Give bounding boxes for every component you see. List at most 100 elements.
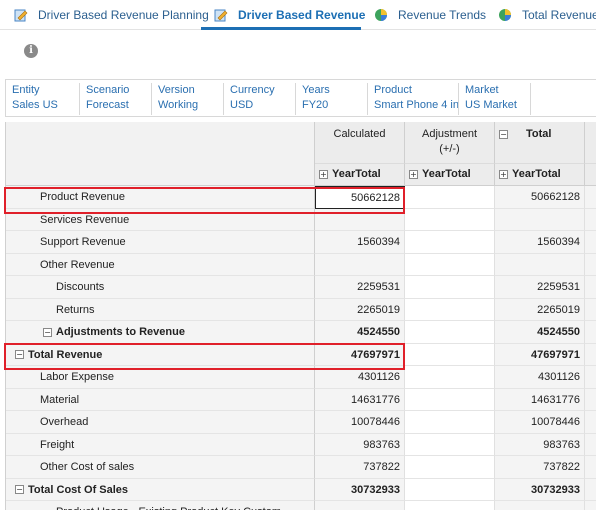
cell-adjustment[interactable] — [405, 501, 495, 510]
cell-overflow — [585, 253, 596, 276]
cell-adjustment[interactable] — [405, 186, 495, 209]
data-grid: Calculated Adjustment (+/-) − Total + Year… — [5, 122, 596, 510]
expand-icon[interactable]: + — [409, 169, 418, 179]
row-label-text: Labor Expense — [40, 371, 114, 383]
tab-revenue-trends[interactable]: Revenue Trends — [374, 0, 486, 30]
cell-total[interactable]: 30732933 — [495, 478, 585, 501]
cell-total[interactable]: 2259531 — [495, 276, 585, 299]
row-label: − Total Cost Of Sales — [6, 478, 315, 501]
cell-calculated[interactable]: 737822 — [315, 456, 405, 479]
pov-member: FY20 — [302, 99, 329, 111]
cell-total[interactable]: 2265019 — [495, 298, 585, 321]
row-label: Freight — [6, 433, 315, 456]
cell-adjustment[interactable] — [405, 366, 495, 389]
cell-calculated[interactable] — [315, 208, 405, 231]
cell-total[interactable]: 4524550 — [495, 321, 585, 344]
row-label-text: Other Revenue — [40, 258, 115, 271]
cell-overflow — [585, 388, 596, 411]
tab-label: Total Revenue - — [522, 8, 596, 22]
tab-total-revenue[interactable]: Total Revenue - — [498, 0, 596, 30]
column-header-calculated: Calculated — [315, 122, 405, 164]
table-row: Services Revenue — [6, 208, 596, 231]
pov-product[interactable]: Product Smart Phone 4 in — [368, 83, 459, 115]
cell-calculated[interactable] — [315, 501, 405, 510]
cell-adjustment[interactable] — [405, 433, 495, 456]
pov-entity[interactable]: Entity Sales US — [6, 83, 80, 115]
pov-member: Working — [158, 99, 199, 111]
info-icon[interactable]: i — [24, 44, 38, 58]
pov-market[interactable]: Market US Market — [459, 83, 531, 115]
expand-icon[interactable]: + — [499, 169, 508, 179]
collapse-icon[interactable]: − — [15, 350, 24, 360]
cell-adjustment[interactable] — [405, 208, 495, 231]
cell-calculated[interactable]: 47697971 — [315, 343, 405, 366]
table-row: − Total Revenue 47697971 47697971 — [6, 343, 596, 366]
cell-calculated[interactable]: 2265019 — [315, 298, 405, 321]
cell-overflow — [585, 411, 596, 434]
cell-overflow — [585, 456, 596, 479]
cell-adjustment[interactable] — [405, 456, 495, 479]
cell-calculated[interactable]: 2259531 — [315, 276, 405, 299]
tab-label: Revenue Trends — [398, 8, 487, 22]
tab-driver-based-revenue-planning[interactable]: Driver Based Revenue Planning — [14, 0, 209, 30]
row-label-text: Total Cost Of Sales — [28, 483, 129, 496]
tab-driver-based-revenue[interactable]: Driver Based Revenue — [214, 0, 365, 30]
cell-adjustment[interactable] — [405, 231, 495, 254]
cell-total[interactable]: 4301126 — [495, 366, 585, 389]
pov-years[interactable]: Years FY20 — [296, 83, 368, 115]
active-tab-indicator — [201, 27, 361, 30]
cell-calculated[interactable]: 10078446 — [315, 411, 405, 434]
pov-dimension: Currency — [230, 84, 275, 96]
cell-calculated[interactable]: 50662128 — [315, 186, 405, 209]
row-label-text: Material — [40, 393, 80, 406]
cell-calculated[interactable]: 14631776 — [315, 388, 405, 411]
cell-calculated[interactable]: 983763 — [315, 433, 405, 456]
pov-member: USD — [230, 99, 254, 111]
row-label-text: Freight — [40, 438, 75, 451]
cell-total[interactable]: 1560394 — [495, 231, 585, 254]
row-label: Other Cost of sales — [6, 456, 315, 479]
grid-corner-header — [6, 122, 315, 186]
pov-version[interactable]: Version Working — [152, 83, 224, 115]
collapse-icon[interactable]: − — [43, 327, 52, 337]
cell-total[interactable]: 10078446 — [495, 411, 585, 434]
pov-member: Sales US — [12, 99, 58, 111]
cell-calculated[interactable] — [315, 253, 405, 276]
cell-adjustment[interactable] — [405, 253, 495, 276]
row-label: Support Revenue — [6, 231, 315, 254]
row-label-text: Overhead — [40, 416, 89, 428]
cell-calculated[interactable]: 1560394 — [315, 231, 405, 254]
cell-adjustment[interactable] — [405, 388, 495, 411]
cell-overflow — [585, 231, 596, 254]
cell-calculated[interactable]: 30732933 — [315, 478, 405, 501]
table-row: Freight 983763 983763 — [6, 433, 596, 456]
pov-scenario[interactable]: Scenario Forecast — [80, 83, 152, 115]
table-row: Returns 2265019 2265019 — [6, 298, 596, 321]
cell-calculated[interactable]: 4301126 — [315, 366, 405, 389]
collapse-icon[interactable]: − — [15, 485, 24, 495]
cell-adjustment[interactable] — [405, 276, 495, 299]
expand-icon[interactable]: + — [319, 169, 328, 179]
row-label-text: Product Usage - Existing Product Key Cus… — [56, 506, 281, 510]
cell-total[interactable]: 47697971 — [495, 343, 585, 366]
pov-currency[interactable]: Currency USD — [224, 83, 296, 115]
cell-adjustment[interactable] — [405, 411, 495, 434]
cell-total[interactable] — [495, 208, 585, 231]
cell-adjustment[interactable] — [405, 321, 495, 344]
row-label: Other Revenue — [6, 253, 315, 276]
cell-calculated[interactable]: 4524550 — [315, 321, 405, 344]
pov-dimension: Market — [465, 84, 499, 96]
row-label-text: Services Revenue — [40, 213, 130, 226]
cell-total[interactable] — [495, 253, 585, 276]
cell-total[interactable]: 14631776 — [495, 388, 585, 411]
cell-total[interactable]: 737822 — [495, 456, 585, 479]
cell-overflow — [585, 501, 596, 510]
cell-adjustment[interactable] — [405, 343, 495, 366]
cell-total[interactable] — [495, 501, 585, 510]
collapse-icon[interactable]: − — [499, 129, 508, 139]
cell-overflow — [585, 321, 596, 344]
cell-total[interactable]: 50662128 — [495, 186, 585, 209]
cell-adjustment[interactable] — [405, 478, 495, 501]
cell-total[interactable]: 983763 — [495, 433, 585, 456]
cell-adjustment[interactable] — [405, 298, 495, 321]
